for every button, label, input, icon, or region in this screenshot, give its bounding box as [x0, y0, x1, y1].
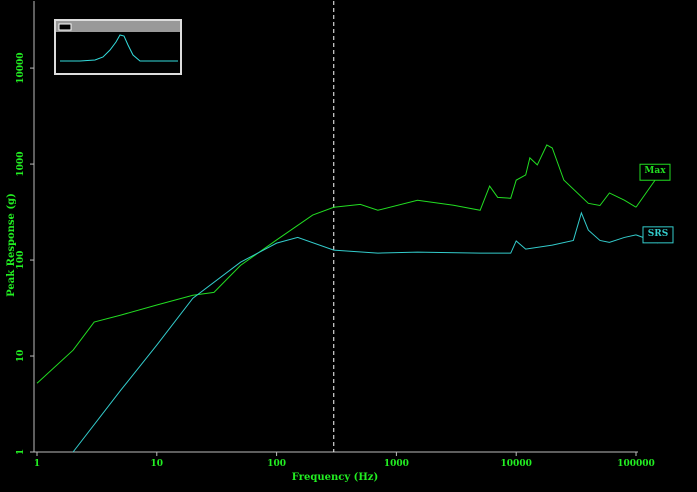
series-line — [36, 144, 637, 384]
x-tick-label: 10 — [151, 459, 164, 469]
inset-window — [54, 19, 182, 75]
x-axis-label: Frequency (Hz) — [292, 472, 378, 483]
legend-box — [642, 226, 674, 244]
inset-thumbnail — [60, 34, 178, 62]
y-tick-label: 100 — [16, 251, 26, 270]
y-tick-label: 10 — [16, 350, 26, 363]
x-tick-label: 100000 — [617, 459, 655, 469]
y-tick-label: 1000 — [16, 152, 26, 177]
y-tick-label: 1 — [16, 449, 26, 455]
x-tick-label: 1000 — [384, 459, 409, 469]
x-tick-label: 100 — [267, 459, 286, 469]
series-line — [72, 211, 637, 453]
inset-button[interactable] — [58, 23, 72, 31]
y-tick-label: 10000 — [16, 52, 26, 83]
inset-titlebar — [56, 21, 180, 32]
legend-leader — [635, 179, 656, 208]
x-tick-label: 1 — [34, 459, 40, 469]
x-tick-label: 10000 — [501, 459, 532, 469]
legend-box — [639, 163, 671, 181]
legend-label: SRS — [648, 229, 668, 239]
legend-label: Max — [644, 166, 666, 176]
y-axis-label: Peak Response (g) — [6, 193, 17, 297]
